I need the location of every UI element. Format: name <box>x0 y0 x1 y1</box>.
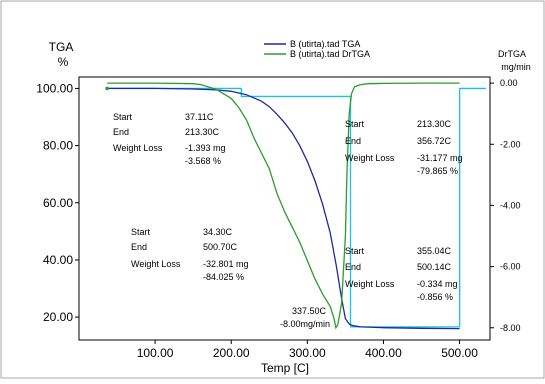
peak-temp-label: 337.50C <box>292 306 327 316</box>
cursor-range-line <box>107 87 461 328</box>
annotation-3-end-label: End <box>345 136 361 146</box>
x-tick-label-3: 400.00 <box>365 346 402 360</box>
annotation-block-2: Start 34.30C End 500.70C Weight Loss -32… <box>131 227 249 282</box>
legend-label-drtga: B (utirta).tad DrTGA <box>290 49 370 59</box>
annotation-4-start-value: 355.04C <box>417 246 452 256</box>
x-tick-label-1: 200.00 <box>213 346 250 360</box>
y-right-tick-label-1: -2.00 <box>500 139 521 149</box>
annotation-3-start-label: Start <box>345 119 365 129</box>
series-line-tga <box>107 87 460 330</box>
annotation-1-start-value: 37.11C <box>185 112 214 122</box>
annotation-3-end-value: 356.72C <box>417 136 452 146</box>
y-right-tick-label-4: -8.00 <box>500 323 521 333</box>
annotation-2-loss-mg: -32.801 mg <box>203 259 249 269</box>
annotation-3-loss-label: Weight Loss <box>345 153 395 163</box>
x-tick-label-4: 500.00 <box>441 346 478 360</box>
x-tick-label-0: 100.00 <box>137 346 174 360</box>
annotation-1-end-value: 213.30C <box>185 127 220 137</box>
y-right-tick-label-2: -4.00 <box>500 200 521 210</box>
legend-label-tga: B (utirta).tad TGA <box>290 39 360 49</box>
annotation-1-start-label: Start <box>113 112 133 122</box>
annotation-block-4: Start 355.04C End 500.14C Weight Loss -0… <box>345 246 458 302</box>
annotation-3-loss-pct: -79.865 % <box>417 166 458 176</box>
y-left-tick-label-1: 80.00 <box>43 139 73 153</box>
annotation-block-3: Start 213.30C End 356.72C Weight Loss -3… <box>345 119 463 176</box>
y-left-axis-unit: % <box>58 55 69 69</box>
legend: B (utirta).tad TGA B (utirta).tad DrTGA <box>264 39 370 59</box>
peak-annotation: 337.50C -8.00mg/min <box>280 306 330 329</box>
annotation-2-start-label: Start <box>131 227 151 237</box>
y-left-tick-label-4: 20.00 <box>43 310 73 324</box>
y-left-tick-label-3: 40.00 <box>43 253 73 267</box>
y-left-tick-label-2: 60.00 <box>43 196 73 210</box>
annotation-2-loss-label: Weight Loss <box>131 259 181 269</box>
plot-area <box>78 76 491 341</box>
annotation-3-start-value: 213.30C <box>417 119 452 129</box>
annotation-2-start-value: 34.30C <box>203 227 233 237</box>
series-group <box>105 82 460 330</box>
annotation-2-end-value: 500.70C <box>203 242 238 252</box>
start-marker <box>105 86 109 91</box>
x-tick-label-2: 300.00 <box>289 346 326 360</box>
annotation-4-end-label: End <box>345 262 361 272</box>
x-axis-title: Temp [C] <box>261 361 309 375</box>
y-left-tick-label-0: 100.00 <box>36 81 73 95</box>
annotation-1-loss-label: Weight Loss <box>113 143 163 153</box>
annotation-1-loss-pct: -3.568 % <box>185 156 221 166</box>
annotation-block-1: Start 37.11C End 213.30C Weight Loss -1.… <box>113 112 226 166</box>
peak-rate-label: -8.00mg/min <box>280 319 330 329</box>
annotation-4-end-value: 500.14C <box>417 262 452 272</box>
y-left-axis-title: TGA <box>49 40 74 54</box>
annotation-1-end-label: End <box>113 127 129 137</box>
y-right-axis-unit: mg/min <box>501 62 531 72</box>
cursor-lines <box>107 87 486 328</box>
series-line-drtga <box>107 82 460 330</box>
y-right-tick-label-0: 0.00 <box>500 78 518 88</box>
annotation-4-loss-label: Weight Loss <box>345 279 395 289</box>
y-right-tick-label-3: -6.00 <box>500 262 521 272</box>
annotation-4-loss-mg: -0.334 mg <box>417 279 458 289</box>
axis-ticks: 100.00 200.00 300.00 400.00 500.00 100.00 80.0… <box>36 78 520 360</box>
annotation-2-loss-pct: -84.025 % <box>203 272 244 282</box>
annotation-2-end-label: End <box>131 242 147 252</box>
annotation-4-loss-pct: -0.856 % <box>417 292 453 302</box>
y-right-axis-title: DrTGA <box>498 49 526 59</box>
annotation-4-start-label: Start <box>345 246 365 256</box>
annotation-1-loss-mg: -1.393 mg <box>185 143 226 153</box>
annotation-3-loss-mg: -31.177 mg <box>417 153 463 163</box>
